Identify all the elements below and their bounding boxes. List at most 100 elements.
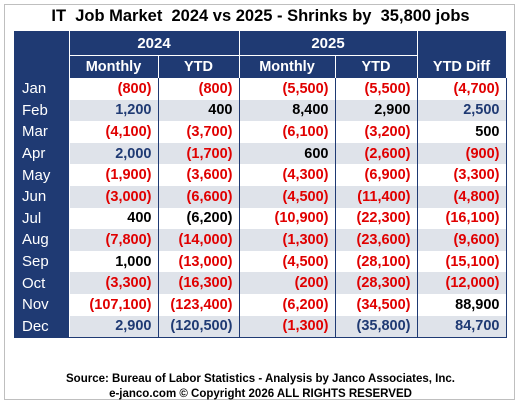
value-cell: 8,400 <box>239 99 336 122</box>
column-header: Monthly <box>69 55 159 78</box>
value-cell: (3,000) <box>69 185 159 208</box>
value-cell: (6,200) <box>158 207 240 230</box>
value-cell: (900) <box>417 142 507 165</box>
value-cell: (9,600) <box>417 229 507 251</box>
table-row: Sep 1,000 (13,000) (4,500) (28,100) (15,100) <box>14 250 507 273</box>
value-cell: (1,700) <box>158 142 240 165</box>
table-row: Jun (3,000) (6,600) (4,500) (11,400) (4,800) <box>14 185 507 208</box>
month-label: Jan <box>14 78 70 100</box>
table-row: Jul 400 (6,200) (10,900) (22,300) (16,100) <box>14 207 507 230</box>
table-row: Nov (107,100) (123,400) (6,200) (34,500) 88,9… <box>14 293 507 316</box>
month-label: Jul <box>14 207 70 230</box>
value-cell: (4,800) <box>417 185 507 208</box>
column-header: Monthly <box>239 55 336 78</box>
value-cell: (2,600) <box>335 142 418 165</box>
year-header-2024: 2024 <box>69 31 240 56</box>
value-cell: (6,100) <box>239 121 336 143</box>
value-cell: (7,800) <box>69 229 159 251</box>
month-label: Mar <box>14 121 70 143</box>
chart-title: IT Job Market 2024 vs 2025 - Shrinks by … <box>51 7 470 25</box>
table-row: Oct (3,300) (16,300) (200) (28,300) (12,000) <box>14 272 507 294</box>
year-header-2025: 2025 <box>239 31 418 56</box>
value-cell: (120,500) <box>158 315 240 339</box>
value-cell: (23,600) <box>335 229 418 251</box>
value-cell: 2,000 <box>69 142 159 165</box>
table-row: May (1,900) (3,600) (4,300) (6,900) (3,300) <box>14 164 507 186</box>
value-cell: 600 <box>239 142 336 165</box>
value-cell: (107,100) <box>69 293 159 316</box>
table-frame: IT Job Market 2024 vs 2025 - Shrinks by … <box>4 4 515 400</box>
value-cell: (5,500) <box>239 78 336 100</box>
value-cell: (6,900) <box>335 164 418 186</box>
value-cell: (3,300) <box>69 272 159 294</box>
copyright-note: e-janco.com © Copyright 2026 ALL RIGHTS … <box>109 388 412 400</box>
value-cell: (3,600) <box>158 164 240 186</box>
header-corner-right <box>417 31 507 56</box>
value-cell: 1,200 <box>69 99 159 122</box>
table-row: Feb 1,200 400 8,400 2,900 2,500 <box>14 99 507 122</box>
source-note: Source: Bureau of Labor Statistics - Ana… <box>66 373 455 385</box>
table-row: Aug (7,800) (14,000) (1,300) (23,600) (9,600) <box>14 229 507 251</box>
month-label: Feb <box>14 99 70 122</box>
value-cell: (800) <box>69 78 159 100</box>
value-cell: (28,100) <box>335 250 418 273</box>
value-cell: (15,100) <box>417 250 507 273</box>
table-row: Jan (800) (800) (5,500) (5,500) (4,700) <box>14 78 507 100</box>
value-cell: (4,500) <box>239 250 336 273</box>
value-cell: (4,500) <box>239 185 336 208</box>
value-cell: (28,300) <box>335 272 418 294</box>
value-cell: (10,900) <box>239 207 336 230</box>
value-cell: 84,700 <box>417 315 507 339</box>
value-cell: (22,300) <box>335 207 418 230</box>
value-cell: (3,300) <box>417 164 507 186</box>
column-header: YTD Diff <box>417 55 507 78</box>
value-cell: (16,300) <box>158 272 240 294</box>
value-cell: 2,900 <box>335 99 418 122</box>
column-header: YTD <box>335 55 418 78</box>
month-label: Apr <box>14 142 70 165</box>
table-row: Mar (4,100) (3,700) (6,100) (3,200) 500 <box>14 121 507 143</box>
value-cell: 400 <box>69 207 159 230</box>
month-label: Sep <box>14 250 70 273</box>
month-label: Oct <box>14 272 70 294</box>
column-header: YTD <box>158 55 240 78</box>
value-cell: (1,900) <box>69 164 159 186</box>
value-cell: (4,300) <box>239 164 336 186</box>
value-cell: 1,000 <box>69 250 159 273</box>
table-row: Dec 2,900 (120,500) (1,300) (35,800) 84,700 <box>14 315 507 339</box>
table-body: Jan (800) (800) (5,500) (5,500) (4,700) Feb 1,2… <box>14 78 507 339</box>
value-cell: (200) <box>239 272 336 294</box>
value-cell: (4,100) <box>69 121 159 143</box>
value-cell: (35,800) <box>335 315 418 339</box>
value-cell: (34,500) <box>335 293 418 316</box>
value-cell: 2,900 <box>69 315 159 339</box>
value-cell: (16,100) <box>417 207 507 230</box>
value-cell: (13,000) <box>158 250 240 273</box>
value-cell: (4,700) <box>417 78 507 100</box>
value-cell: (6,200) <box>239 293 336 316</box>
value-cell: (1,300) <box>239 229 336 251</box>
month-label: May <box>14 164 70 186</box>
value-cell: (1,300) <box>239 315 336 339</box>
header-corner <box>14 31 70 56</box>
value-cell: 88,900 <box>417 293 507 316</box>
month-label: Nov <box>14 293 70 316</box>
jobs-table: 2024 2025 Monthly YTD Monthly YTD YTD Di… <box>14 31 507 339</box>
value-cell: (800) <box>158 78 240 100</box>
value-cell: 400 <box>158 99 240 122</box>
value-cell: (3,700) <box>158 121 240 143</box>
header-corner-2 <box>14 55 70 78</box>
value-cell: (6,600) <box>158 185 240 208</box>
value-cell: (123,400) <box>158 293 240 316</box>
value-cell: 2,500 <box>417 99 507 122</box>
value-cell: (14,000) <box>158 229 240 251</box>
value-cell: (5,500) <box>335 78 418 100</box>
value-cell: (12,000) <box>417 272 507 294</box>
value-cell: (3,200) <box>335 121 418 143</box>
table-row: Apr 2,000 (1,700) 600 (2,600) (900) <box>14 142 507 165</box>
value-cell: (11,400) <box>335 185 418 208</box>
month-label: Jun <box>14 185 70 208</box>
month-label: Dec <box>14 315 70 339</box>
value-cell: 500 <box>417 121 507 143</box>
month-label: Aug <box>14 229 70 251</box>
